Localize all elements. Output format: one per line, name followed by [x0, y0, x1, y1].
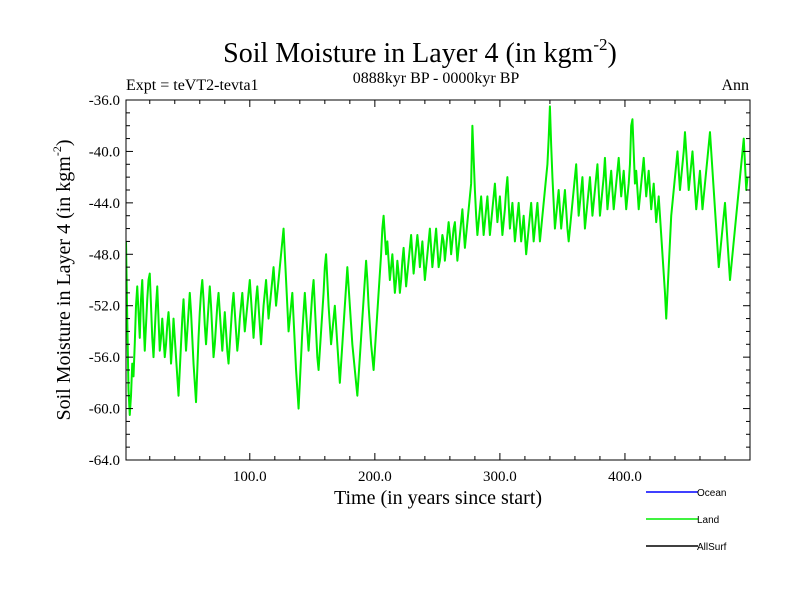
x-axis-label: Time (in years since start): [334, 487, 542, 509]
y-tick-label: -52.0: [89, 299, 120, 315]
y-tick-label: -40.0: [89, 144, 120, 160]
series-layer: [126, 105, 749, 416]
x-tick-label: 400.0: [608, 469, 642, 485]
time-range-label: 0888kyr BP - 0000kyr BP: [353, 70, 520, 87]
x-tick-label: 300.0: [483, 469, 517, 485]
y-tick-label: -60.0: [89, 402, 120, 418]
y-tick-label: -48.0: [89, 247, 120, 263]
y-tick-label: -64.0: [89, 453, 120, 469]
chart-title-suffix: ): [608, 38, 617, 69]
chart-title: Soil Moisture in Layer 4 (in kgm-2): [223, 35, 617, 69]
y-axis-label-superscript: -2: [50, 146, 64, 156]
x-tick-label: 100.0: [233, 469, 267, 485]
y-axis-label-suffix: ): [53, 139, 75, 146]
x-tick-label: 200.0: [358, 469, 392, 485]
y-tick-label: -56.0: [89, 350, 120, 366]
chart-title-text: Soil Moisture in Layer 4 (in kgm: [223, 38, 593, 69]
y-axis: -36.0 -40.0 -44.0 -48.0 -52.0 -56.0 -60.0 -64.0: [89, 93, 750, 469]
y-tick-label: -44.0: [89, 196, 120, 212]
plot-frame: [125, 99, 751, 461]
season-label: Ann: [721, 77, 749, 94]
experiment-label: Expt = teVT2-tevta1: [126, 77, 259, 94]
legend: Ocean Land AllSurf: [646, 488, 727, 553]
x-axis: 100.0 200.0 300.0 400.0: [149, 100, 751, 485]
y-axis-label-text: Soil Moisture in Layer 4 (in kgm: [53, 156, 75, 421]
series-line-land: [126, 105, 749, 416]
y-axis-label: Soil Moisture in Layer 4 (in kgm-2): [50, 139, 75, 420]
legend-label-ocean: Ocean: [697, 488, 726, 499]
chart-title-superscript: -2: [593, 35, 607, 54]
chart-title-group: Soil Moisture in Layer 4 (in kgm-2): [223, 35, 617, 69]
legend-label-allsurf: AllSurf: [697, 542, 727, 553]
legend-label-land: Land: [697, 515, 719, 526]
y-tick-label: -36.0: [89, 93, 120, 109]
